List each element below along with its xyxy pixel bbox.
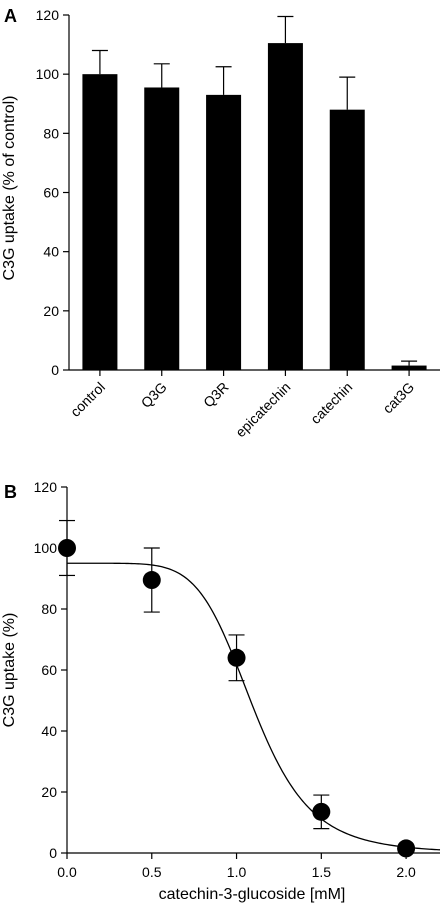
panel-a-x-tick-label: cat3G xyxy=(379,379,417,417)
panel-a-bar-Q3R xyxy=(206,94,242,370)
panel-a-bar-control xyxy=(82,74,118,371)
panel-b-x-axis-title: catechin-3-glucoside [mM] xyxy=(159,886,346,903)
panel-a-x-tick-label: catechin xyxy=(307,379,355,427)
panel-b-x-tick-label: 1.5 xyxy=(312,864,332,880)
panel-a-label: A xyxy=(4,6,17,26)
panel-a-x-tick-label: Q3G xyxy=(138,379,170,411)
panel-a-x-tick-label: control xyxy=(67,379,108,420)
panel-b-y-axis-title: C3G uptake (%) xyxy=(1,613,18,728)
panel-a-y-tick-label: 80 xyxy=(43,125,59,141)
panel-b-x-tick-label: 2.0 xyxy=(396,864,416,880)
panel-b-data-point xyxy=(227,648,246,667)
panel-b-y-tick-label: 40 xyxy=(41,723,57,739)
panel-a-y-tick-label: 40 xyxy=(43,244,59,260)
panel-b-data-point xyxy=(312,802,331,821)
panel-a-y-axis-title: C3G uptake (% of control) xyxy=(1,96,18,281)
panel-a-y-tick-label: 20 xyxy=(43,303,59,319)
panel-b-fit-curve xyxy=(67,562,441,851)
panel-a-bar-cat3G xyxy=(391,365,427,370)
panel-b-x-tick-label: 0.5 xyxy=(142,864,162,880)
panel-a-y-tick-label: 60 xyxy=(43,185,59,201)
panel-b-data-point xyxy=(142,571,161,590)
panel-b-x-tick-label: 0.0 xyxy=(57,864,77,880)
panel-b-x-tick-label: 1.0 xyxy=(227,864,247,880)
panel-a-bar-Q3G xyxy=(144,87,180,371)
panel-b-y-tick-label: 20 xyxy=(41,784,57,800)
panel-b-data-point xyxy=(397,839,416,858)
panel-b-y-tick-label: 120 xyxy=(34,479,58,495)
panel-a-y-tick-label: 100 xyxy=(36,66,60,82)
panel-b-y-tick-label: 60 xyxy=(41,662,57,678)
panel-b-y-tick-label: 80 xyxy=(41,601,57,617)
panel-a-bar-catechin xyxy=(329,109,365,371)
panel-a-x-tick-label: Q3R xyxy=(200,379,232,411)
panel-b-y-tick-label: 0 xyxy=(49,845,57,861)
panel-b-label: B xyxy=(4,482,17,502)
panel-b-chart: B C3G uptake (%) catechin-3-glucoside [m… xyxy=(1,479,441,903)
panel-a-y-tick-label: 0 xyxy=(51,362,59,378)
panel-a-x-tick-label: epicatechin xyxy=(232,379,293,440)
panel-a-bar-epicatechin xyxy=(267,43,303,371)
panel-a-y-tick-label: 120 xyxy=(36,7,60,23)
panel-a-chart: A C3G uptake (% of control) 0 20 40 60 80 100… xyxy=(1,6,440,440)
panel-b-data-point xyxy=(58,539,76,557)
panel-b-y-tick-label: 100 xyxy=(34,540,58,556)
